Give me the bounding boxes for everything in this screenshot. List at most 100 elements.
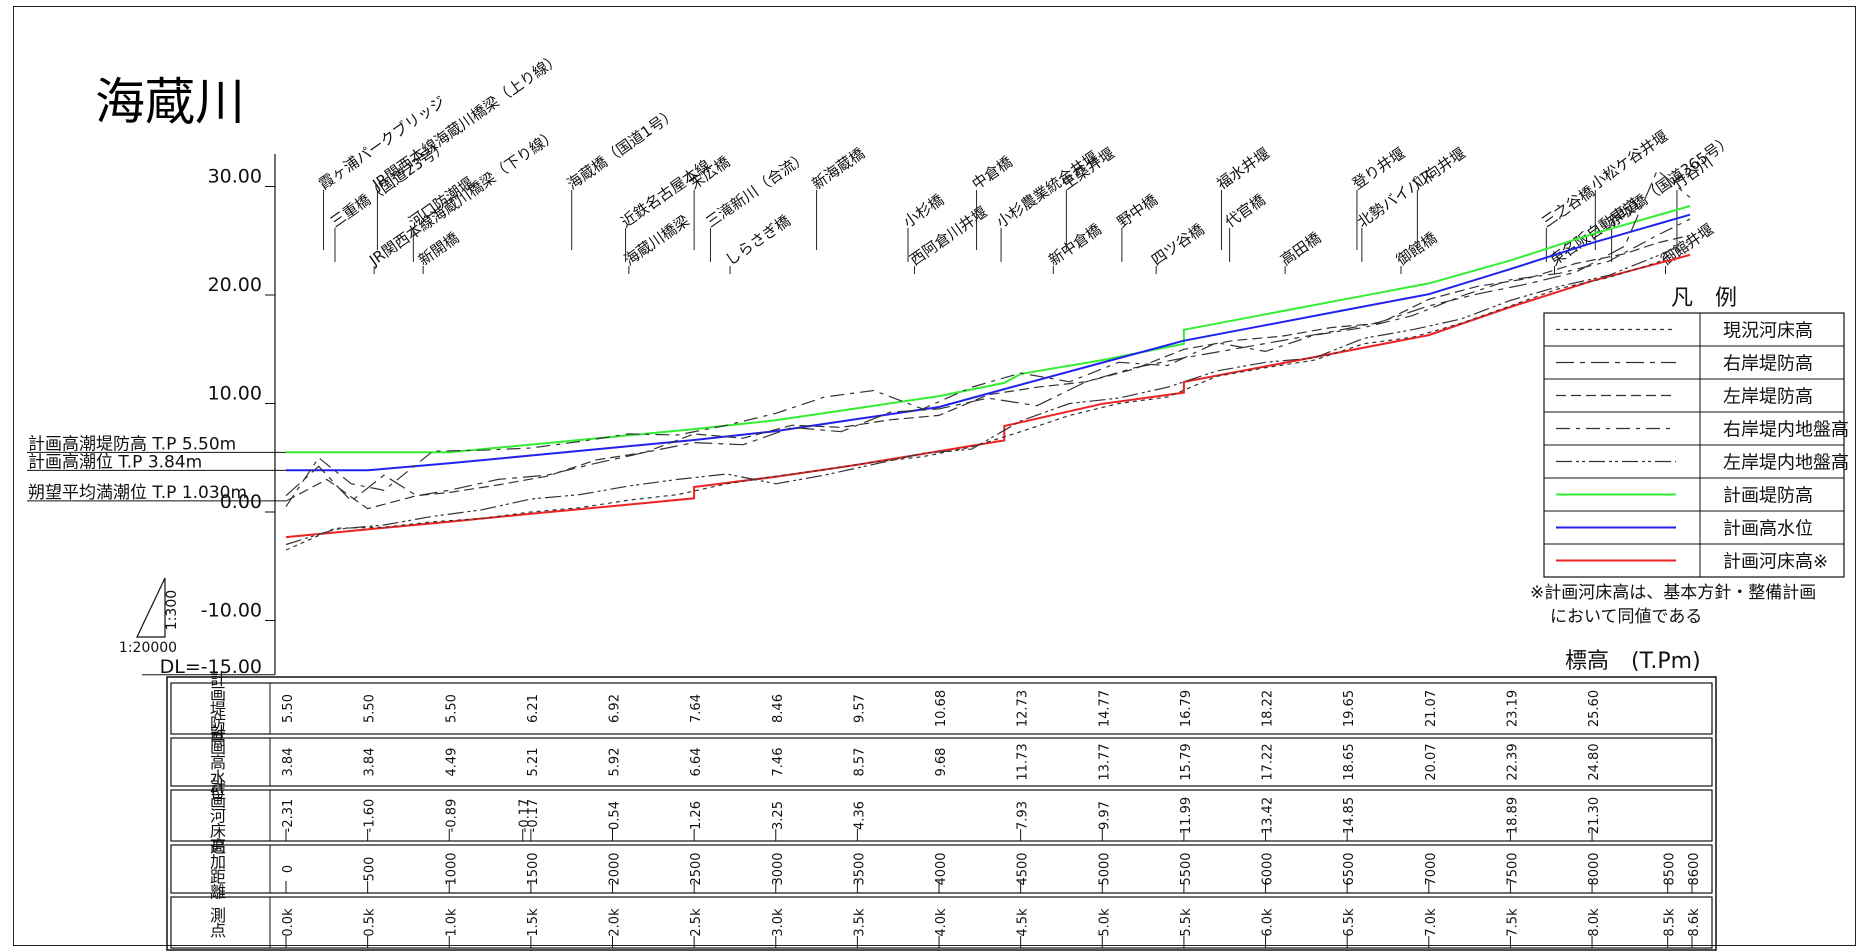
y-axis-unit: 標高 (T.Pm) <box>1565 649 1701 674</box>
series-line <box>285 234 1691 510</box>
table-cell: 14.85 <box>1342 797 1357 834</box>
legend-label: 右岸堤防高 <box>1723 354 1813 375</box>
table-cell: 7.64 <box>689 694 704 723</box>
table-cell: 10.68 <box>934 690 949 727</box>
series-line <box>285 218 1691 507</box>
table-cell: 1.5k <box>526 908 541 937</box>
table-cell: 4.49 <box>444 748 459 777</box>
table-cell: 13.77 <box>1097 743 1112 780</box>
table-cell: 8600 <box>1687 852 1702 885</box>
bridge-label: しらさぎ橋 <box>722 212 794 270</box>
table-cell: 5.5k <box>1179 908 1194 937</box>
table-row-frame <box>170 896 1713 949</box>
table-cell: -2.31 <box>281 799 296 833</box>
table-header-char: 測 <box>210 906 226 925</box>
table-cell: 8.6k <box>1687 908 1702 937</box>
table-header-char: 画 <box>210 685 226 704</box>
table-cell: 13.42 <box>1261 797 1276 834</box>
bridge-label: 中倉橋 <box>969 153 1016 194</box>
y-tick-label: 10.00 <box>208 383 262 405</box>
table-header-char: 高 <box>210 753 226 772</box>
table-cell: 0.54 <box>608 801 623 830</box>
table-header-char: 距 <box>210 868 226 887</box>
table-row-frame <box>170 844 1713 894</box>
scale-vertical: 1:300 <box>164 590 180 630</box>
bridge-label: 川向井堰 <box>1409 144 1468 193</box>
table-cell: 7500 <box>1505 852 1520 885</box>
bridge-label: 御館橋 <box>1393 229 1440 270</box>
legend-note: ※計画河床高は、基本方針・整備計画 <box>1530 583 1816 603</box>
table-outer <box>166 676 1717 951</box>
legend-label: 右岸堤内地盤高 <box>1723 420 1849 441</box>
table-header-char: 計 <box>210 777 226 796</box>
table-cell: 8500 <box>1663 852 1678 885</box>
table-cell: 17.22 <box>1261 743 1276 780</box>
table-cell: 23.19 <box>1505 690 1520 727</box>
table-cell: -0.17 <box>526 799 541 833</box>
table-cell: 5.92 <box>608 748 623 777</box>
series-line <box>285 240 1691 546</box>
table-cell: 2000 <box>608 852 623 885</box>
table-cell: 5.21 <box>526 748 541 777</box>
table-cell: -0.89 <box>444 799 459 833</box>
table-cell: 4.0k <box>934 908 949 937</box>
table-cell: 9.68 <box>934 748 949 777</box>
table-cell: 4000 <box>934 852 949 885</box>
table-cell: 16.79 <box>1179 690 1194 727</box>
legend-note: において同値である <box>1550 607 1702 627</box>
table-cell: 1.26 <box>689 801 704 830</box>
table-cell: 14.77 <box>1097 690 1112 727</box>
table-row-frame <box>170 682 1713 735</box>
table-cell: 0.0k <box>281 908 296 937</box>
table-cell: 21.07 <box>1424 690 1439 727</box>
table-cell: 11.99 <box>1179 797 1194 834</box>
bridge-label: 福水井堰 <box>1213 144 1272 193</box>
legend-label: 現況河床高 <box>1723 321 1813 342</box>
table-cell: 6.5k <box>1342 908 1357 937</box>
legend-label: 計画堤防高 <box>1723 486 1813 507</box>
table-cell: 7000 <box>1424 852 1439 885</box>
table-cell: 12.73 <box>1016 690 1031 727</box>
y-tick-label: 30.00 <box>208 166 262 188</box>
table-header-char: 画 <box>210 738 226 757</box>
table-cell: 5.50 <box>444 694 459 723</box>
table-cell: 6.21 <box>526 694 541 723</box>
table-cell: 3.0k <box>771 908 786 937</box>
table-cell: 24.80 <box>1587 743 1602 780</box>
table-cell: 2.5k <box>689 908 704 937</box>
table-header-char: 計 <box>210 723 226 742</box>
legend-label: 計画河床高※ <box>1723 552 1828 573</box>
table-header-char: 堤 <box>210 700 226 719</box>
table-header-char: 点 <box>210 921 226 940</box>
table-cell: 1500 <box>526 852 541 885</box>
table-cell: 3.25 <box>771 801 786 830</box>
table-cell: -0.17 <box>518 799 533 833</box>
table-cell: 7.0k <box>1424 908 1439 937</box>
table-cell: 3500 <box>852 852 867 885</box>
table-header-char: 加 <box>210 853 226 872</box>
table-header-char: 水 <box>210 768 226 787</box>
table-cell: 0.5k <box>363 908 378 937</box>
table-cell: 8.5k <box>1663 908 1678 937</box>
table-cell: 1000 <box>444 852 459 885</box>
legend: 凡 例現況河床高右岸堤防高左岸堤防高右岸堤内地盤高左岸堤内地盤高計画堤防高計画高… <box>1530 286 1849 674</box>
bridge-label: 四ツ谷橋 <box>1148 220 1207 269</box>
scale-triangle <box>136 577 166 638</box>
reference-line-label: 計画高潮位 T.P 3.84m <box>28 452 202 472</box>
series-line <box>286 213 1691 472</box>
table-cell: 6.0k <box>1261 908 1276 937</box>
datum-label: DL=-15.00 <box>160 656 262 678</box>
table-cell: 15.79 <box>1179 743 1194 780</box>
table-cell: 1.0k <box>444 908 459 937</box>
table-cell: 6.92 <box>608 694 623 723</box>
y-tick-label: 0.00 <box>220 491 262 513</box>
table-cell: 2500 <box>689 852 704 885</box>
drawing-frame <box>13 6 1856 946</box>
reference-line-label: 計画高潮堤防高 T.P 5.50m <box>28 434 236 454</box>
bridge-label: 高田橋 <box>1277 229 1324 270</box>
table-header-char: 高 <box>210 730 226 749</box>
table-header-char: 防 <box>210 715 226 734</box>
bridge-label: 近鉄名古屋本線 <box>618 156 714 231</box>
table-cell: -1.60 <box>363 799 378 833</box>
